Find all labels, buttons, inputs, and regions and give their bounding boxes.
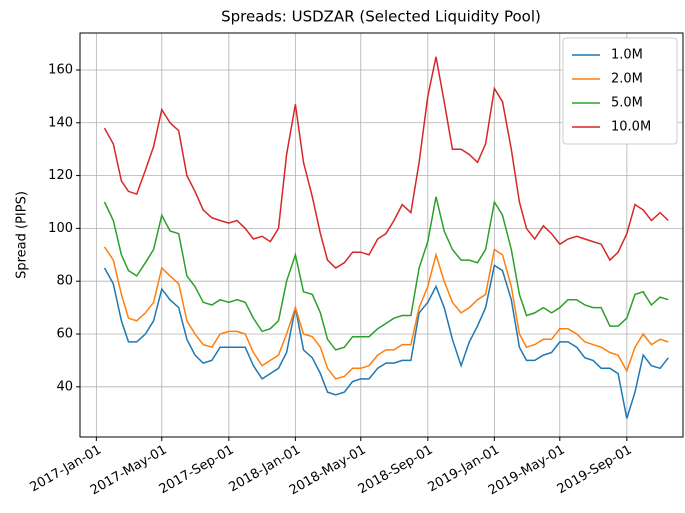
y-tick-label: 140	[48, 115, 73, 130]
plot-frame	[79, 32, 684, 438]
legend: 1.0M 2.0M 5.0M 10.0M	[562, 37, 678, 145]
y-tick-label: 100	[48, 221, 73, 236]
y-tick-label: 80	[56, 274, 73, 289]
y-tick-label: 160	[48, 62, 73, 77]
x-tick-label: 2017-Sep-01	[157, 443, 237, 498]
legend-label: 10.0M	[611, 120, 651, 135]
y-axis-label: Spread (PIPS)	[15, 191, 30, 279]
line	[103, 264, 669, 419]
y-tick-label: 40	[56, 379, 73, 394]
legend-label: 5.0M	[611, 96, 643, 111]
y-tick-label: 60	[56, 327, 73, 342]
legend-label: 1.0M	[611, 48, 643, 63]
y-tick-label: 120	[48, 168, 73, 183]
x-tick-label: 2019-Sep-01	[555, 443, 635, 498]
x-tick-label: 2018-Sep-01	[356, 443, 436, 498]
legend-label: 2.0M	[611, 72, 643, 87]
line	[103, 56, 669, 269]
chart-title: Spreads: USDZAR (Selected Liquidity Pool…	[221, 8, 541, 26]
legend-box	[562, 37, 678, 145]
line	[103, 246, 669, 380]
line	[103, 196, 669, 351]
